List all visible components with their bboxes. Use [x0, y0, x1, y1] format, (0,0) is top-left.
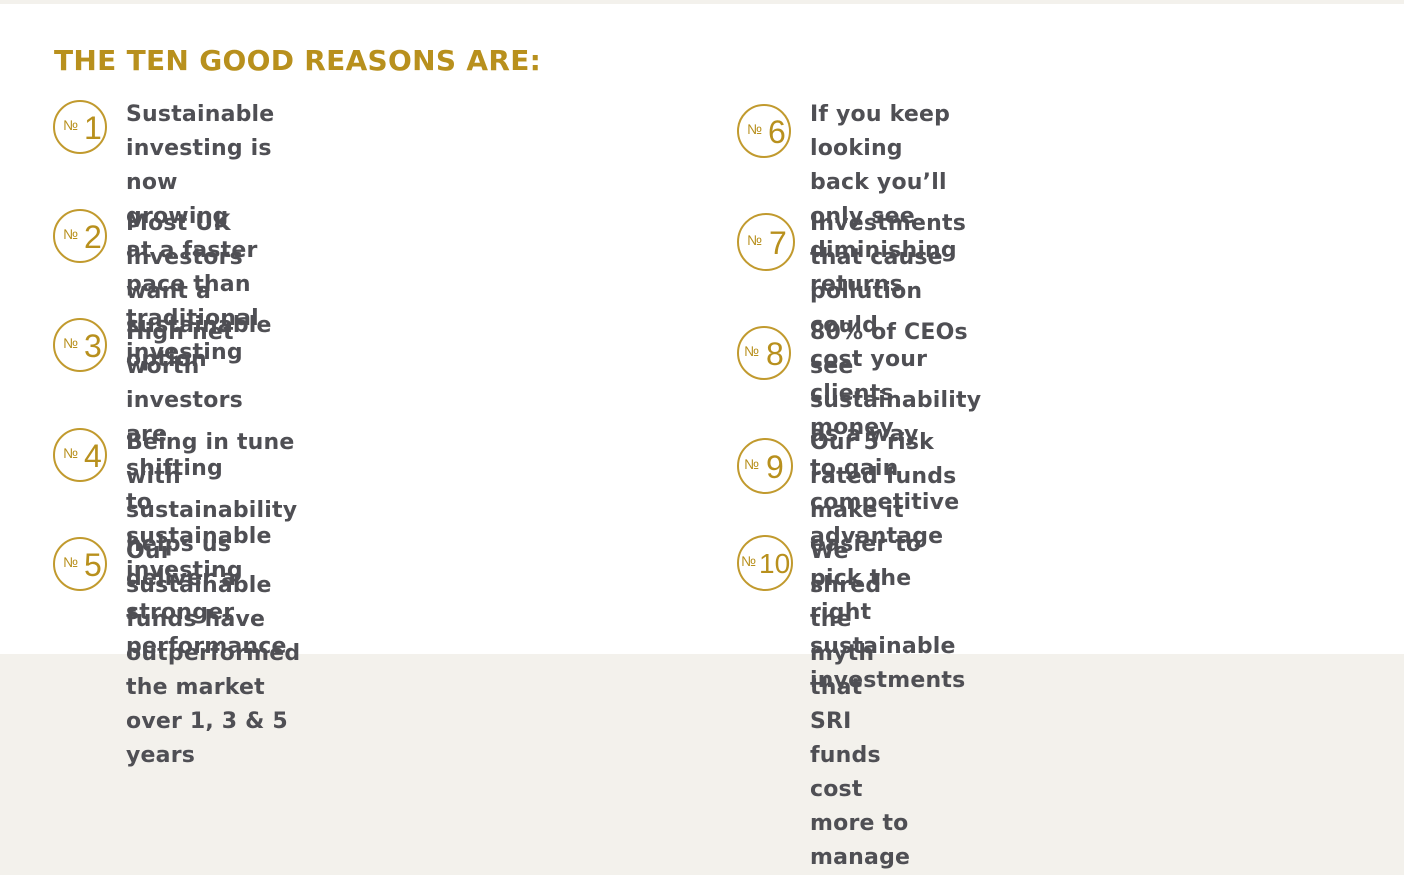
number-prefix: № — [741, 553, 757, 569]
number-value: 3 — [84, 328, 102, 364]
reason-text: We shred the myth that SRI funds cost mo… — [810, 539, 911, 870]
number-prefix: № — [744, 456, 760, 472]
reason-text: Most UK investors want a sustainable opt… — [126, 211, 272, 372]
reason-text: Our sustainable funds have outperformed … — [126, 539, 301, 768]
number-prefix: № — [747, 121, 763, 137]
number-prefix: № — [63, 445, 79, 461]
number-prefix: № — [63, 226, 79, 242]
reason-text: Being in tune with sustainability helps … — [126, 430, 298, 659]
number-prefix: № — [744, 343, 760, 359]
number-value: 2 — [84, 219, 102, 255]
number-value: 7 — [769, 225, 787, 261]
number-prefix: № — [63, 554, 79, 570]
number-prefix: № — [747, 232, 763, 248]
reason-text: Sustainable investing is now growing at … — [126, 102, 275, 365]
number-prefix: № — [63, 117, 79, 133]
number-badge: № 5 — [53, 537, 107, 591]
number-badge: № 8 — [737, 326, 791, 380]
number-badge: № 7 — [737, 213, 795, 271]
number-badge: № 2 — [53, 209, 107, 263]
number-value: 1 — [84, 110, 102, 146]
page-title: THE TEN GOOD REASONS ARE: — [54, 44, 542, 77]
number-badge: № 9 — [737, 438, 793, 494]
number-prefix: № — [63, 335, 79, 351]
number-badge: № 10 — [737, 535, 793, 591]
number-badge: № 4 — [53, 428, 107, 482]
reasons-panel: THE TEN GOOD REASONS ARE: № 1 Sustainabl… — [0, 4, 1404, 870]
reason-text: High net worth investors are shifting to… — [126, 320, 272, 583]
number-badge: № 3 — [53, 318, 107, 372]
reason-text: If you keep looking back you’ll only see… — [810, 102, 957, 297]
reason-text: 80% of CEOs see sustainability as a way … — [810, 320, 982, 549]
number-value: 10 — [759, 548, 791, 579]
reason-text: Investments that cause pollution could c… — [810, 211, 967, 440]
number-value: 9 — [766, 449, 784, 485]
number-value: 5 — [84, 547, 102, 583]
number-value: 4 — [84, 438, 102, 474]
number-value: 6 — [768, 114, 786, 150]
number-value: 8 — [766, 336, 784, 372]
number-badge: № 6 — [737, 104, 791, 158]
number-badge: № 1 — [53, 100, 107, 154]
